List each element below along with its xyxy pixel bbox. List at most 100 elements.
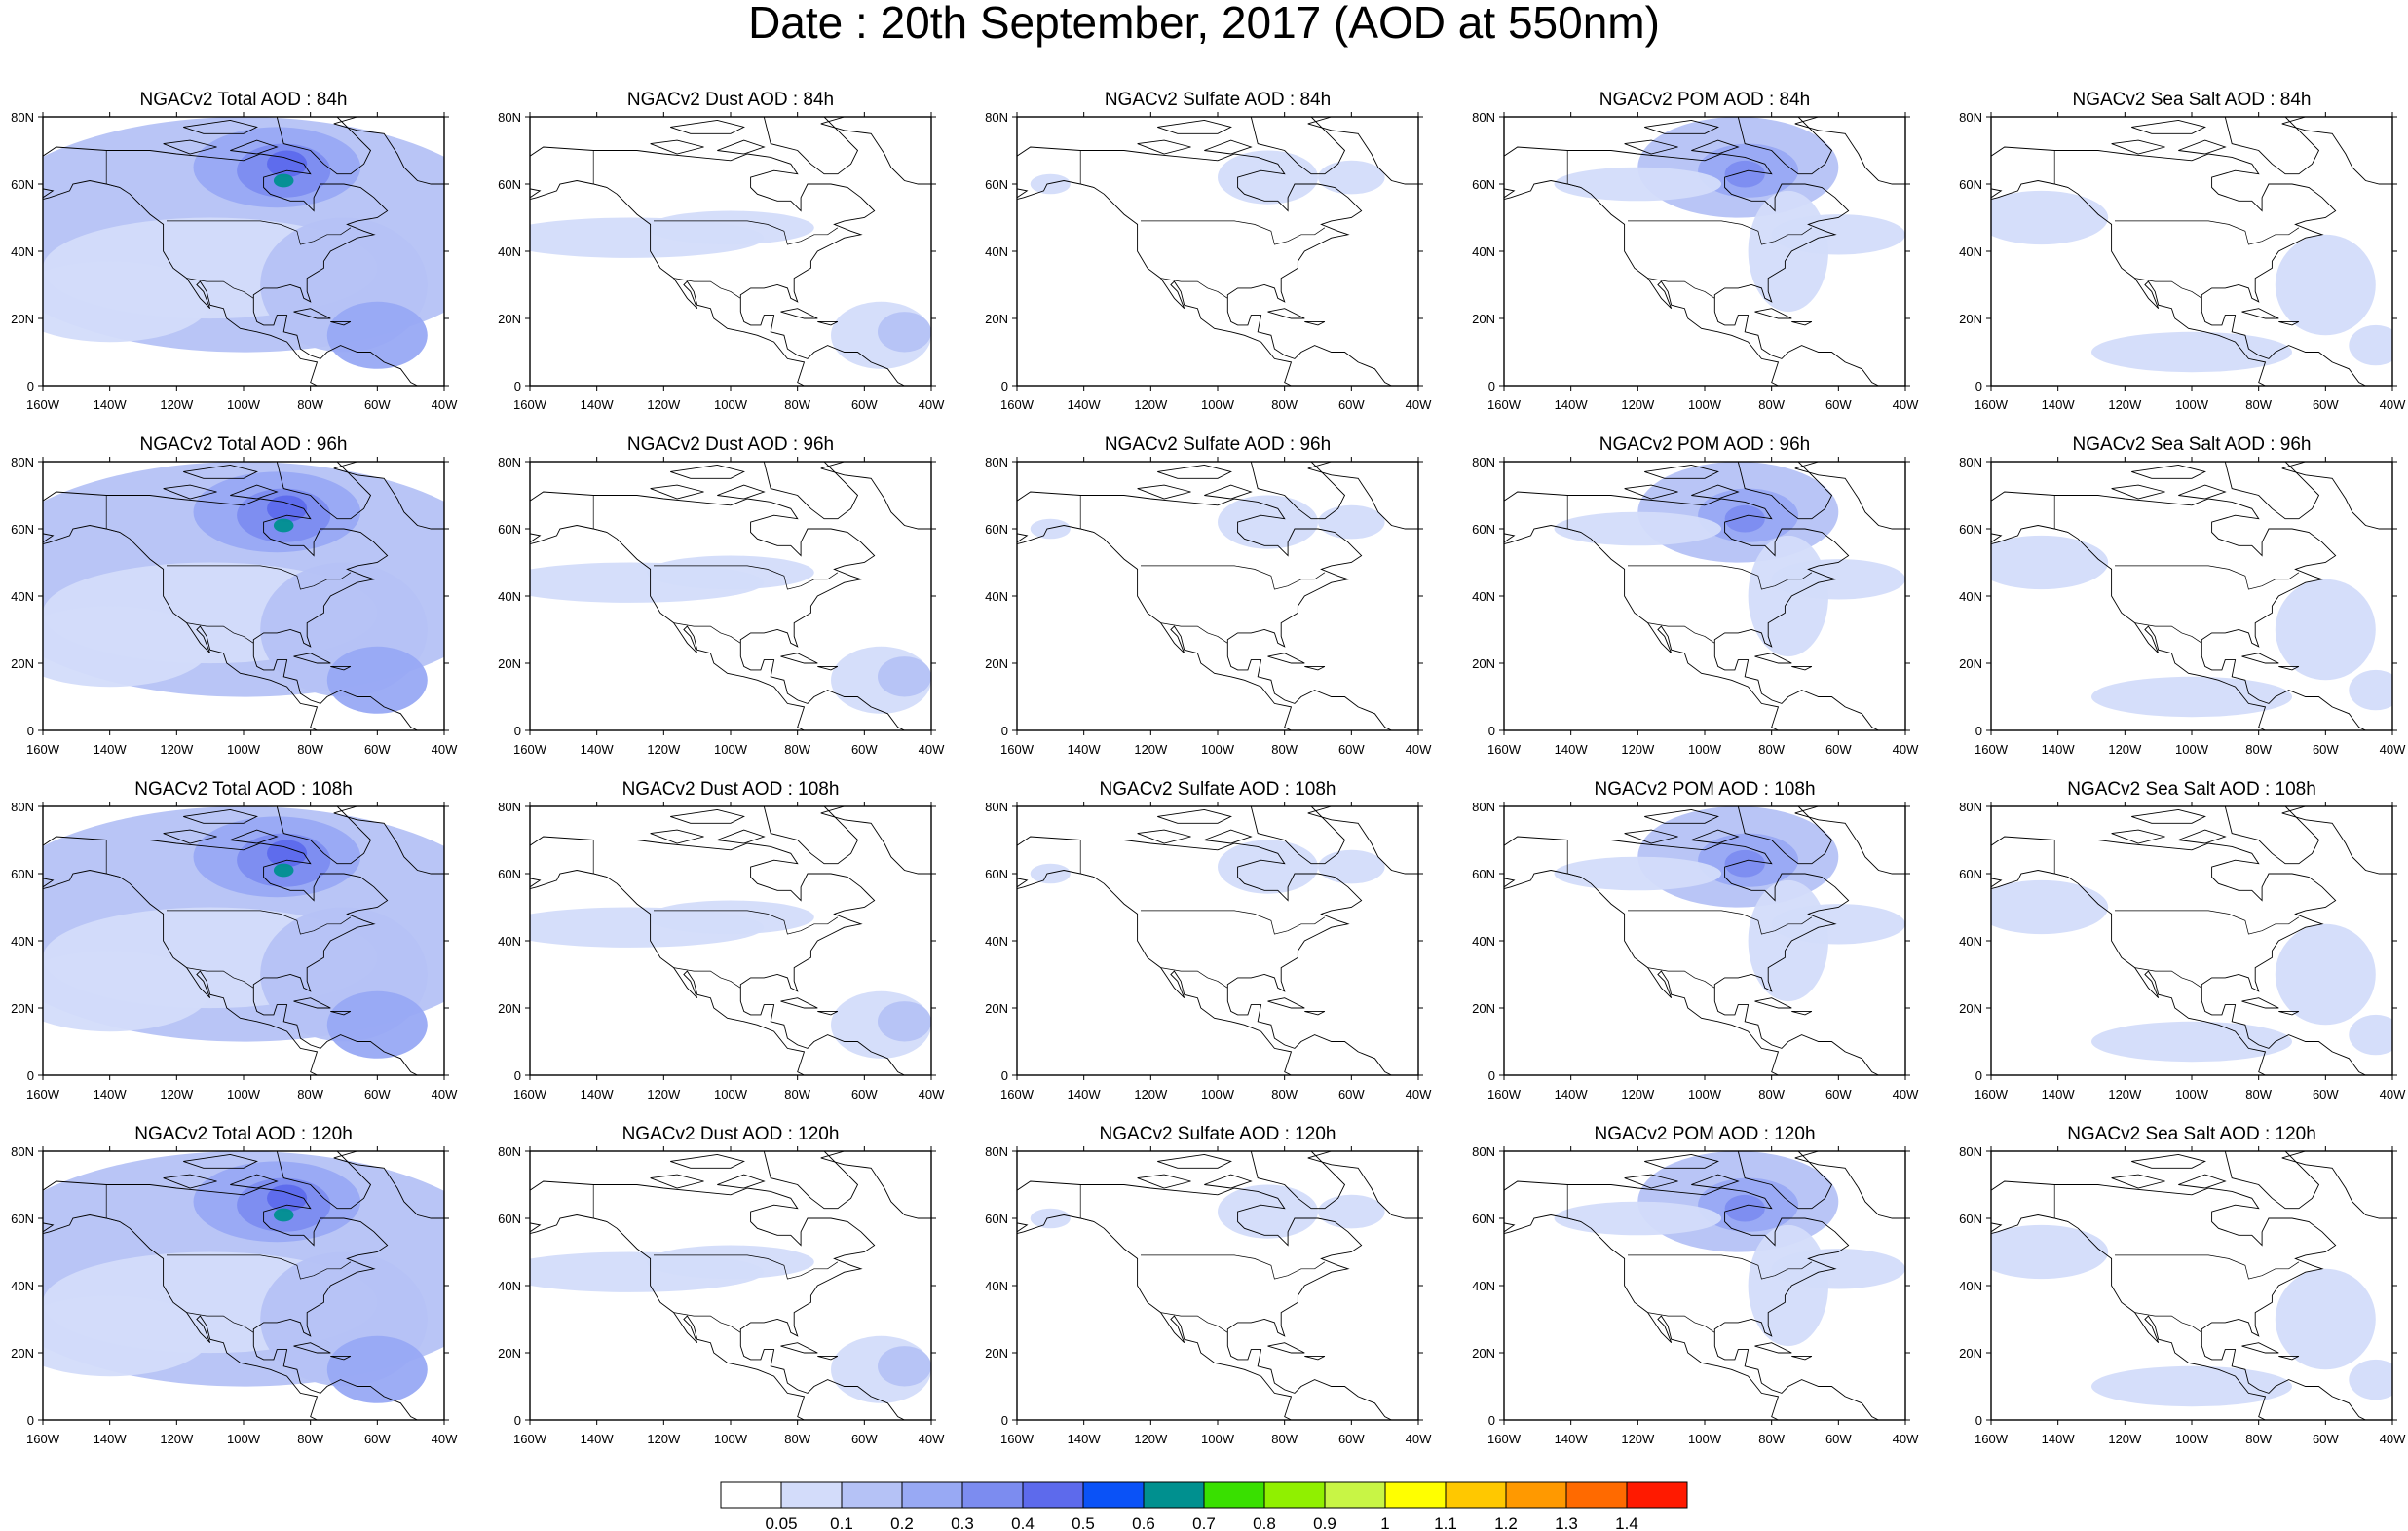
aod-contour <box>267 495 308 523</box>
lon-tick-label: 100W <box>1688 1087 1722 1102</box>
coastline <box>1504 1151 1905 1420</box>
lat-tick-label: 80N <box>11 800 34 814</box>
colorbar-label: 1.3 <box>1555 1514 1578 1531</box>
aod-contour <box>43 261 210 343</box>
lat-tick-label: 20N <box>498 1001 521 1016</box>
map-panel-sulfate-120h: NGACv2 Sulfate AOD : 120h 160W 140W 120W 100… <box>974 1124 1461 1446</box>
lon-tick-label: 120W <box>1134 397 1168 412</box>
colorbar-swatch <box>1022 1481 1084 1509</box>
map-axes: 160W 140W 120W 100W 80W 60W 40W 0 20N 40N 60N 80N <box>11 110 458 412</box>
lon-tick-label: 120W <box>1621 1087 1655 1102</box>
colorbar-swatch <box>1626 1481 1688 1509</box>
coastline <box>530 117 931 386</box>
aod-field <box>530 462 931 730</box>
map-panel-total-120h: NGACv2 Total AOD : 120h 160W 140W 120W 100W 8… <box>0 1124 487 1446</box>
lat-tick-label: 60N <box>1472 522 1495 537</box>
lat-tick-label: 0 <box>27 379 34 393</box>
aod-contour <box>2349 669 2392 711</box>
lon-tick-label: 60W <box>1338 1087 1365 1102</box>
map-panel-seasalt-84h: NGACv2 Sea Salt AOD : 84h 160W 140W 120W 100… <box>1948 90 2408 412</box>
map-axes: 160W 140W 120W 100W 80W 60W 40W 0 20N 40N 60N 80N <box>11 455 458 757</box>
panel-title: NGACv2 Sea Salt AOD : 108h <box>2067 779 2316 800</box>
aod-contour <box>1030 1208 1071 1229</box>
lon-tick-label: 160W <box>1975 742 2009 757</box>
lon-tick-label: 60W <box>2313 1087 2339 1102</box>
panel-title: NGACv2 POM AOD : 96h <box>1599 434 1811 455</box>
lon-tick-label: 140W <box>2042 1432 2076 1446</box>
lon-tick-label: 40W <box>2380 1432 2406 1446</box>
colorbar-label: 1.1 <box>1434 1514 1457 1531</box>
lon-tick-label: 100W <box>1201 1087 1235 1102</box>
aod-field <box>1017 117 1418 386</box>
aod-contour <box>2091 1021 2292 1063</box>
lat-tick-label: 60N <box>11 1212 34 1226</box>
lat-tick-label: 0 <box>1975 1413 1982 1428</box>
lon-tick-label: 40W <box>432 397 458 412</box>
aod-contour <box>1991 190 2109 245</box>
lon-tick-label: 80W <box>2245 1087 2272 1102</box>
lat-tick-label: 80N <box>498 800 521 814</box>
aod-contour <box>1724 1194 1765 1222</box>
map-plot: 160W 140W 120W 100W 80W 60W 40W 0 20N 40N 60N 80N <box>1472 800 1919 1102</box>
lon-tick-label: 60W <box>364 397 391 412</box>
aod-contour <box>1724 849 1765 878</box>
colorbar-swatch <box>720 1481 782 1509</box>
lat-tick-label: 80N <box>985 800 1008 814</box>
lat-tick-label: 60N <box>1472 177 1495 192</box>
lat-tick-label: 20N <box>11 1001 34 1016</box>
lat-tick-label: 60N <box>498 522 521 537</box>
lon-tick-label: 60W <box>1338 1432 1365 1446</box>
map-plot: 160W 140W 120W 100W 80W 60W 40W 0 20N 40N 60N 80N <box>498 1144 945 1446</box>
panel-title: NGACv2 Sea Salt AOD : 84h <box>2072 90 2312 110</box>
lon-tick-label: 100W <box>1688 397 1722 412</box>
coastline <box>530 1151 931 1420</box>
lat-tick-label: 40N <box>1472 589 1495 604</box>
aod-field <box>1504 117 1905 386</box>
map-axes: 160W 140W 120W 100W 80W 60W 40W 0 20N 40N 60N 80N <box>985 800 1432 1102</box>
lon-tick-label: 60W <box>851 397 878 412</box>
lon-tick-label: 80W <box>1758 1087 1785 1102</box>
map-plot: 160W 140W 120W 100W 80W 60W 40W 0 20N 40N 60N 80N <box>1959 110 2406 412</box>
lon-tick-label: 100W <box>1688 1432 1722 1446</box>
lon-tick-label: 80W <box>1758 1432 1785 1446</box>
lon-tick-label: 100W <box>2175 742 2209 757</box>
colorbar-label: 0.4 <box>1011 1514 1035 1531</box>
colorbar-swatch <box>1445 1481 1507 1509</box>
aod-contour <box>1724 160 1765 188</box>
lon-tick-label: 160W <box>1975 1432 2009 1446</box>
lat-tick-label: 80N <box>1472 800 1495 814</box>
map-panel-sulfate-108h: NGACv2 Sulfate AOD : 108h 160W 140W 120W 100… <box>974 779 1461 1102</box>
aod-contour <box>273 518 294 533</box>
colorbar-swatch <box>780 1481 843 1509</box>
panel-title: NGACv2 POM AOD : 84h <box>1599 90 1811 110</box>
lon-tick-label: 120W <box>647 1087 681 1102</box>
lon-tick-label: 80W <box>1758 742 1785 757</box>
lon-tick-label: 140W <box>1068 1087 1102 1102</box>
map-axes: 160W 140W 120W 100W 80W 60W 40W 0 20N 40N 60N 80N <box>11 1144 458 1446</box>
lat-tick-label: 60N <box>11 522 34 537</box>
lon-tick-label: 100W <box>227 742 261 757</box>
lon-tick-label: 140W <box>1555 742 1589 757</box>
lon-tick-label: 160W <box>513 1087 547 1102</box>
aod-field <box>1504 462 1905 730</box>
map-axes: 160W 140W 120W 100W 80W 60W 40W 0 20N 40N 60N 80N <box>985 455 1432 757</box>
lon-tick-label: 60W <box>1338 742 1365 757</box>
lon-tick-label: 100W <box>714 1087 748 1102</box>
lon-tick-label: 60W <box>851 1432 878 1446</box>
lon-tick-label: 40W <box>432 742 458 757</box>
aod-field <box>1017 462 1418 730</box>
colorbar-swatch <box>1082 1481 1145 1509</box>
lat-tick-label: 60N <box>1959 177 1982 192</box>
lat-tick-label: 40N <box>1959 589 1982 604</box>
lat-tick-label: 60N <box>985 867 1008 881</box>
coastline <box>1991 117 2392 386</box>
lon-tick-label: 160W <box>513 397 547 412</box>
map-plot: 160W 140W 120W 100W 80W 60W 40W 0 20N 40N 60N 80N <box>985 800 1432 1102</box>
map-panel-seasalt-120h: NGACv2 Sea Salt AOD : 120h 160W 140W 120W 10… <box>1948 1124 2408 1446</box>
lon-tick-label: 140W <box>1068 1432 1102 1446</box>
aod-field <box>1017 1151 1418 1420</box>
aod-field <box>530 806 931 1075</box>
aod-contour <box>1724 504 1765 533</box>
lon-tick-label: 80W <box>297 397 323 412</box>
lon-tick-label: 80W <box>784 397 810 412</box>
